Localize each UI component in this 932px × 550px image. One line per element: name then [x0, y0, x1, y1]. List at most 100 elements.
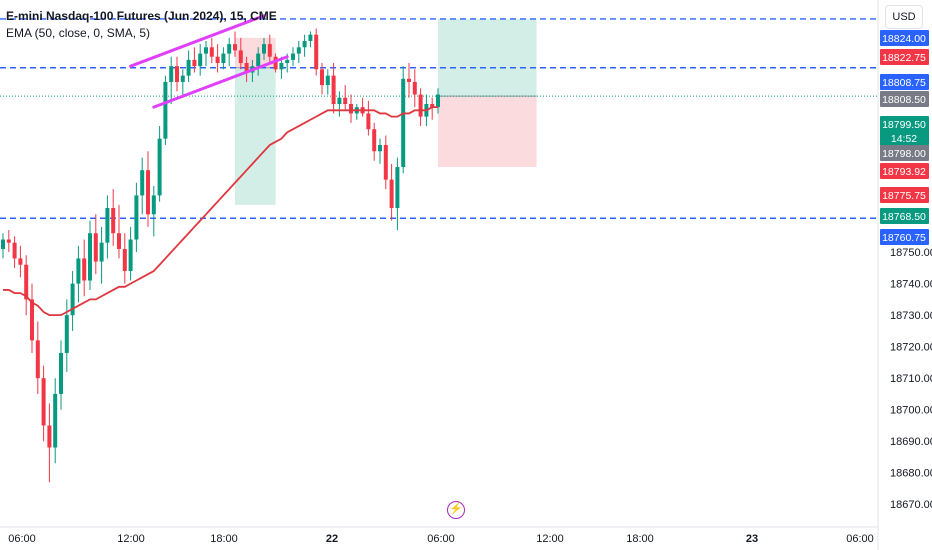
- candle-body: [64, 315, 69, 353]
- x-tick-label: 22: [326, 533, 338, 545]
- candle-body: [296, 47, 301, 54]
- price-tag-box: [880, 208, 929, 224]
- price-tag-box: [880, 49, 929, 65]
- candle-body: [134, 195, 139, 240]
- y-tick-label: 18670.00: [890, 499, 932, 511]
- price-tag-text: 18808.50: [882, 94, 926, 106]
- price-tag-text: 18793.92: [882, 166, 926, 178]
- price-tag: 18824.00: [880, 30, 929, 46]
- y-tick-label: 18690.00: [890, 436, 932, 448]
- candle-body: [285, 59, 290, 64]
- candle-body: [395, 167, 400, 208]
- price-tag-text: 18824.00: [882, 33, 926, 45]
- candle-body: [314, 34, 319, 70]
- y-tick-label: 18700.00: [890, 405, 932, 417]
- y-tick-label: 18750.00: [890, 247, 932, 259]
- candle-body: [169, 66, 174, 82]
- x-tick-label: 12:00: [117, 533, 145, 545]
- candle-body: [117, 233, 121, 249]
- channel-line-1: [152, 55, 289, 109]
- candle-body: [221, 53, 226, 64]
- candle-body: [82, 258, 87, 281]
- price-tag-box: [880, 229, 929, 245]
- candle-body: [436, 94, 440, 108]
- candle-body: [192, 59, 197, 67]
- candle-body: [140, 170, 145, 196]
- price-tag-text: 18808.75: [882, 77, 926, 89]
- currency-button[interactable]: USD: [885, 5, 923, 29]
- candle-body: [99, 242, 104, 262]
- price-tag: 18775.75: [880, 187, 929, 203]
- candle-body: [331, 75, 336, 104]
- candle-body: [262, 44, 266, 54]
- candle-body: [6, 239, 11, 243]
- y-tick-label: 18710.00: [890, 373, 932, 385]
- candle-body: [122, 248, 127, 272]
- candle-body: [215, 56, 220, 64]
- candle-body: [76, 258, 81, 284]
- candle-body: [30, 299, 34, 341]
- indicator-legend[interactable]: EMA (50, close, 0, SMA, 5): [6, 26, 151, 40]
- price-tag-text: 18822.75: [882, 52, 926, 64]
- candle-body: [24, 264, 29, 300]
- candle-body: [175, 66, 179, 82]
- candle-body: [302, 40, 307, 48]
- candle-body: [47, 425, 52, 448]
- candle-body: [372, 129, 377, 152]
- price-tag-box: [880, 187, 929, 203]
- candle-body: [18, 258, 23, 265]
- candle-body: [163, 81, 168, 139]
- chart-title: E-mini Nasdaq-100 Futures (Jun 2024), 15…: [6, 9, 277, 23]
- price-tag-box: [880, 145, 929, 161]
- candle-body: [320, 69, 324, 86]
- candle-body: [256, 53, 261, 67]
- position-tools: [235, 18, 537, 205]
- candle-body: [244, 63, 249, 73]
- x-tick-label: 23: [746, 533, 758, 545]
- candle-body: [418, 94, 423, 117]
- candle-body: [308, 34, 313, 41]
- y-tick-label: 18680.00: [890, 468, 932, 480]
- candle-body: [337, 97, 342, 104]
- candle-body: [273, 56, 278, 70]
- price-tag-text: 18760.75: [882, 232, 926, 244]
- candle-body: [233, 44, 237, 51]
- price-tag: 18798.00: [880, 145, 929, 161]
- price-tag-countdown: 14:52: [891, 133, 917, 145]
- candle-body: [151, 195, 156, 215]
- price-tag: 18768.50: [880, 208, 929, 224]
- candle-body: [349, 104, 353, 114]
- candle-body: [111, 208, 116, 234]
- price-tag-box: [880, 91, 929, 107]
- candle-body: [279, 63, 284, 70]
- lightning-bolt-icon[interactable]: ⚡: [447, 501, 465, 519]
- candles: [1, 28, 440, 483]
- candle-body: [401, 78, 406, 168]
- y-tick-label: 18740.00: [890, 279, 932, 291]
- x-tick-label: 18:00: [210, 533, 238, 545]
- price-tag-text: 18798.00: [882, 148, 926, 160]
- price-tag: 18799.50 14:52: [880, 116, 929, 146]
- candle-body: [180, 75, 185, 82]
- candle-body: [389, 179, 394, 208]
- price-tag-text: 18768.50: [882, 211, 926, 223]
- price-tag: 18793.92: [880, 163, 929, 179]
- ema-line: [3, 106, 438, 317]
- candle-body: [343, 97, 348, 104]
- candle-body: [378, 144, 382, 152]
- candle-body: [325, 75, 330, 86]
- x-tick-label: 06:00: [8, 533, 36, 545]
- candle-body: [41, 378, 46, 426]
- stop-zone-long: [438, 96, 537, 168]
- candle-body: [35, 340, 40, 379]
- candle-body: [198, 53, 203, 67]
- candle-body: [157, 138, 162, 196]
- candle-body: [70, 283, 75, 316]
- candle-body: [59, 352, 63, 394]
- x-tick-label: 06:00: [427, 533, 455, 545]
- candle-body: [383, 144, 388, 180]
- price-tag-box: [880, 74, 929, 90]
- price-tag: 18808.75: [880, 74, 929, 90]
